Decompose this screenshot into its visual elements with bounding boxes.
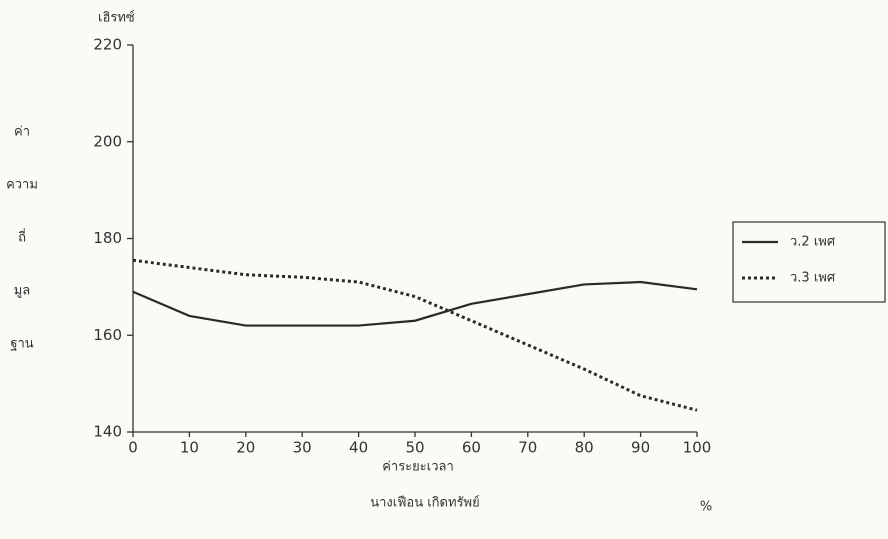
x-tick-label: 10 xyxy=(180,439,199,457)
y-axis-label: ความ xyxy=(6,178,38,193)
y-axis-label: ค่า xyxy=(14,125,30,140)
x-tick-label: 0 xyxy=(128,439,138,457)
x-tick-label: 20 xyxy=(236,439,255,457)
legend-box xyxy=(732,221,886,303)
y-axis-label: มูล xyxy=(14,284,31,299)
legend-label: ว.2 เพศ xyxy=(790,235,836,250)
y-axis-label: ถี่ xyxy=(18,229,26,246)
y-tick-label: 180 xyxy=(93,229,122,247)
x-tick-label: 50 xyxy=(405,439,424,457)
y-tick-label: 160 xyxy=(93,326,122,344)
y-tick-label: 220 xyxy=(93,36,122,54)
x-unit: % xyxy=(700,500,712,515)
x-tick-label: 60 xyxy=(462,439,481,457)
x-tick-label: 30 xyxy=(293,439,312,457)
x-tick-label: 70 xyxy=(518,439,537,457)
series-line xyxy=(132,280,698,327)
y-axis-label: ฐาน xyxy=(10,337,33,352)
y-tick-label: 200 xyxy=(93,132,122,150)
legend-label: ว.3 เพศ xyxy=(790,271,836,286)
x-axis-label: ค่าระยะเวลา xyxy=(382,460,454,475)
x-tick-label: 40 xyxy=(349,439,368,457)
x-tick-label: 90 xyxy=(631,439,650,457)
unit-label: เฮิรทซ์ xyxy=(98,10,135,26)
x-tick-label: 100 xyxy=(683,439,712,457)
x-tick-label: 80 xyxy=(575,439,594,457)
y-tick-label: 140 xyxy=(93,423,122,441)
annotation: นางเฟือน เกิดทรัพย์ xyxy=(370,495,480,511)
